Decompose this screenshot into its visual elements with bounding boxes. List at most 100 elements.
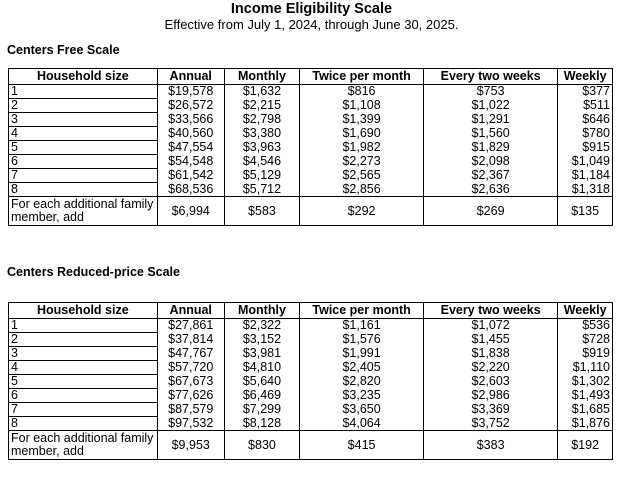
income-cell: $1,876 bbox=[557, 416, 613, 431]
table-row: 6 $54,548 $4,546 $2,273 $2,098 $1,049 bbox=[8, 154, 613, 169]
table-row: 7 $87,579 $7,299 $3,650 $3,369 $1,685 bbox=[8, 402, 613, 417]
income-cell: $37,814 bbox=[156, 332, 225, 347]
income-cell: $2,856 bbox=[299, 182, 425, 197]
household-size-cell: 3 bbox=[8, 346, 158, 361]
table-body: 1 $27,861 $2,322 $1,161 $1,072 $536 2 $37,814 $3… bbox=[8, 318, 613, 460]
income-cell: $2,322 bbox=[223, 318, 301, 333]
income-cell: $1,982 bbox=[299, 140, 425, 155]
household-size-cell: 6 bbox=[8, 154, 158, 169]
household-size-cell: 3 bbox=[8, 112, 158, 127]
household-size-cell: 6 bbox=[8, 388, 158, 403]
income-cell: $8,128 bbox=[223, 416, 301, 431]
column-header: Household size bbox=[8, 68, 158, 85]
income-cell: $7,299 bbox=[223, 402, 301, 417]
table-row: 4 $40,560 $3,380 $1,690 $1,560 $780 bbox=[8, 126, 613, 141]
additional-member-label: For each additional family member, add bbox=[8, 196, 158, 226]
income-cell: $4,546 bbox=[223, 154, 301, 169]
income-cell: $2,273 bbox=[299, 154, 425, 169]
income-cell: $3,981 bbox=[223, 346, 301, 361]
income-cell: $4,810 bbox=[223, 360, 301, 375]
column-header: Annual bbox=[156, 302, 225, 319]
income-cell: $2,565 bbox=[299, 168, 425, 183]
income-cell: $33,566 bbox=[156, 112, 225, 127]
additional-member-label: For each additional family member, add bbox=[8, 430, 158, 460]
reduced-scale-heading: Centers Reduced-price Scale bbox=[7, 265, 180, 279]
income-cell: $1,291 bbox=[423, 112, 559, 127]
household-size-cell: 2 bbox=[8, 332, 158, 347]
income-cell: $54,548 bbox=[156, 154, 225, 169]
income-cell: $728 bbox=[557, 332, 613, 347]
column-header: Weekly bbox=[557, 68, 613, 85]
household-size-cell: 8 bbox=[8, 182, 158, 197]
table-row: 4 $57,720 $4,810 $2,405 $2,220 $1,110 bbox=[8, 360, 613, 375]
additional-member-value: $292 bbox=[299, 196, 425, 226]
table-row: 2 $37,814 $3,152 $1,576 $1,455 $728 bbox=[8, 332, 613, 347]
additional-member-value: $830 bbox=[223, 430, 301, 460]
additional-member-value: $192 bbox=[557, 430, 613, 460]
income-cell: $1,576 bbox=[299, 332, 425, 347]
income-cell: $1,455 bbox=[423, 332, 559, 347]
income-cell: $77,626 bbox=[156, 388, 225, 403]
table-row: 2 $26,572 $2,215 $1,108 $1,022 $511 bbox=[8, 98, 613, 113]
income-cell: $3,963 bbox=[223, 140, 301, 155]
income-cell: $919 bbox=[557, 346, 613, 361]
additional-member-value: $269 bbox=[423, 196, 559, 226]
income-cell: $40,560 bbox=[156, 126, 225, 141]
income-cell: $1,829 bbox=[423, 140, 559, 155]
household-size-cell: 8 bbox=[8, 416, 158, 431]
table-row: 5 $47,554 $3,963 $1,982 $1,829 $915 bbox=[8, 140, 613, 155]
income-cell: $47,767 bbox=[156, 346, 225, 361]
income-cell: $915 bbox=[557, 140, 613, 155]
reduced-scale-table: Household size Annual Monthly Twice per mon… bbox=[8, 302, 613, 460]
income-cell: $1,110 bbox=[557, 360, 613, 375]
income-cell: $19,578 bbox=[156, 84, 225, 99]
income-cell: $2,367 bbox=[423, 168, 559, 183]
income-cell: $2,798 bbox=[223, 112, 301, 127]
income-cell: $1,399 bbox=[299, 112, 425, 127]
income-cell: $2,820 bbox=[299, 374, 425, 389]
income-cell: $1,049 bbox=[557, 154, 613, 169]
table-row: 1 $19,578 $1,632 $816 $753 $377 bbox=[8, 84, 613, 99]
table-row: 3 $47,767 $3,981 $1,991 $1,838 $919 bbox=[8, 346, 613, 361]
column-header: Monthly bbox=[223, 68, 301, 85]
table-row: 8 $97,532 $8,128 $4,064 $3,752 $1,876 bbox=[8, 416, 613, 431]
income-cell: $780 bbox=[557, 126, 613, 141]
column-header: Every two weeks bbox=[423, 68, 559, 85]
column-header: Twice per month bbox=[299, 68, 425, 85]
income-cell: $68,536 bbox=[156, 182, 225, 197]
household-size-cell: 4 bbox=[8, 126, 158, 141]
income-cell: $5,640 bbox=[223, 374, 301, 389]
column-header: Weekly bbox=[557, 302, 613, 319]
income-cell: $27,861 bbox=[156, 318, 225, 333]
income-cell: $753 bbox=[423, 84, 559, 99]
additional-member-value: $135 bbox=[557, 196, 613, 226]
column-header: Twice per month bbox=[299, 302, 425, 319]
column-header: Monthly bbox=[223, 302, 301, 319]
household-size-cell: 4 bbox=[8, 360, 158, 375]
income-cell: $5,712 bbox=[223, 182, 301, 197]
additional-member-value: $383 bbox=[423, 430, 559, 460]
income-cell: $536 bbox=[557, 318, 613, 333]
income-cell: $3,380 bbox=[223, 126, 301, 141]
household-size-cell: 7 bbox=[8, 168, 158, 183]
income-cell: $1,685 bbox=[557, 402, 613, 417]
income-cell: $2,986 bbox=[423, 388, 559, 403]
income-cell: $26,572 bbox=[156, 98, 225, 113]
additional-member-value: $415 bbox=[299, 430, 425, 460]
income-cell: $1,560 bbox=[423, 126, 559, 141]
income-cell: $2,603 bbox=[423, 374, 559, 389]
income-cell: $1,632 bbox=[223, 84, 301, 99]
income-cell: $3,752 bbox=[423, 416, 559, 431]
income-cell: $1,108 bbox=[299, 98, 425, 113]
income-cell: $67,673 bbox=[156, 374, 225, 389]
income-cell: $1,072 bbox=[423, 318, 559, 333]
table-row: 7 $61,542 $5,129 $2,565 $2,367 $1,184 bbox=[8, 168, 613, 183]
income-cell: $3,650 bbox=[299, 402, 425, 417]
additional-member-row: For each additional family member, add $6… bbox=[8, 196, 613, 226]
table-body: 1 $19,578 $1,632 $816 $753 $377 2 $26,572 $2,215… bbox=[8, 84, 613, 226]
free-scale-table: Household size Annual Monthly Twice per mon… bbox=[8, 68, 613, 226]
income-cell: $1,690 bbox=[299, 126, 425, 141]
income-cell: $511 bbox=[557, 98, 613, 113]
income-cell: $97,532 bbox=[156, 416, 225, 431]
table-row: 1 $27,861 $2,322 $1,161 $1,072 $536 bbox=[8, 318, 613, 333]
